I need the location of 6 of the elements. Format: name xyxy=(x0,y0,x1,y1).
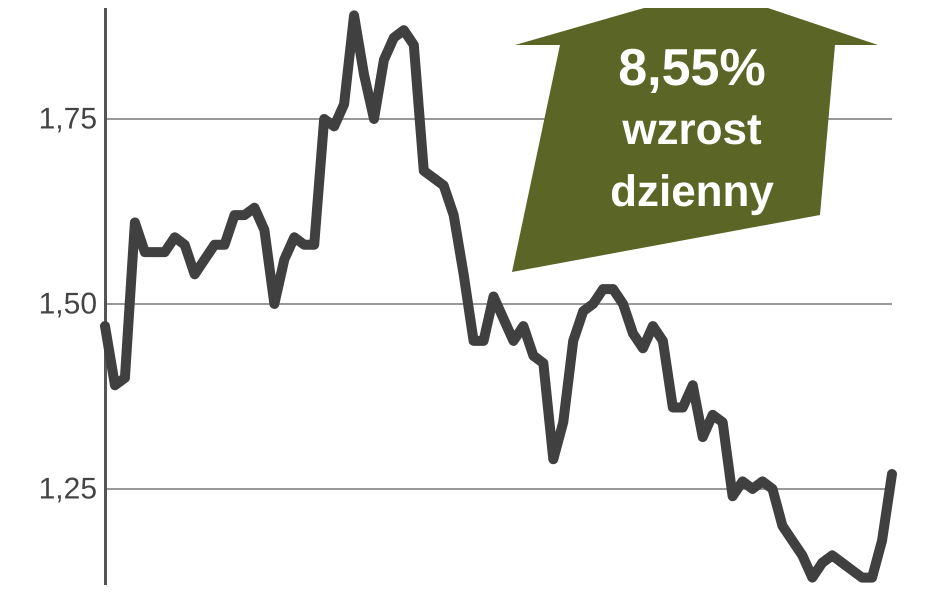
annotation: wzrost xyxy=(621,104,763,156)
annotation: 8,55% xyxy=(617,38,767,99)
y-tick-label: 1,25 xyxy=(38,472,97,506)
y-tick-label: 1,50 xyxy=(38,287,97,320)
y-tick-label: 1,75 xyxy=(38,102,97,136)
annotation: dzienny xyxy=(609,166,775,218)
